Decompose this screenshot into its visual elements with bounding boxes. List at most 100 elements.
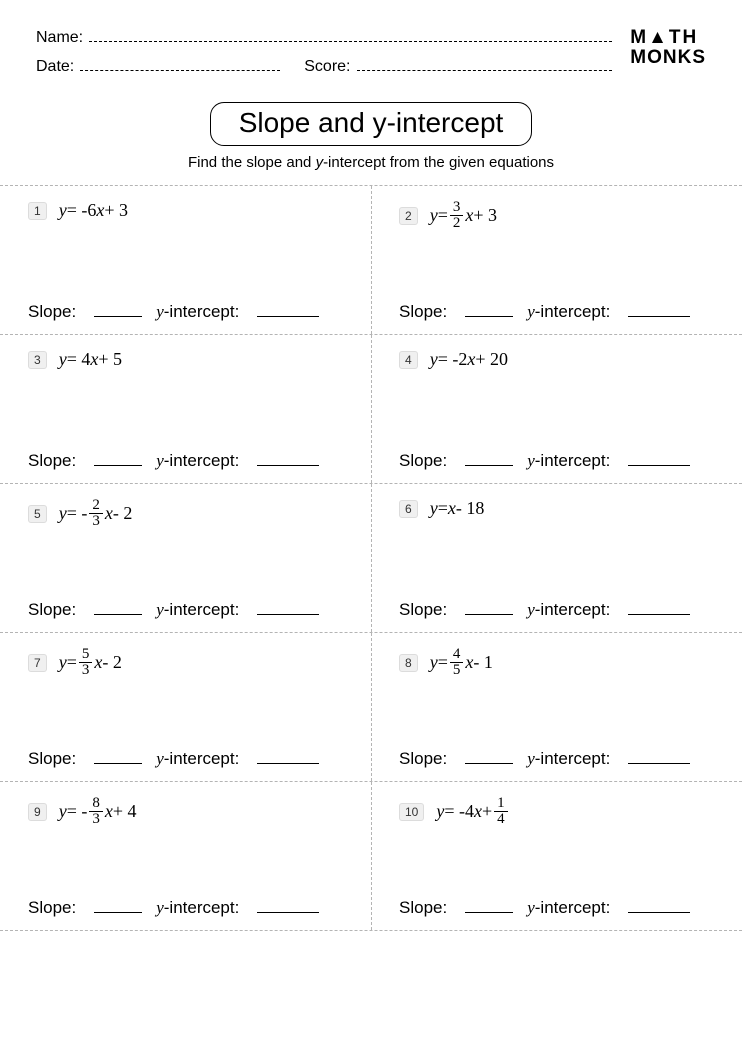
problem-number-badge: 2 <box>399 207 418 225</box>
name-row: Name: <box>36 28 612 47</box>
yintercept-blank[interactable] <box>257 750 319 764</box>
problem-cell: 7y = 53x - 2Slope:y-intercept: <box>0 633 371 781</box>
instructions-y: y <box>316 154 324 171</box>
problem-number-badge: 5 <box>28 505 47 523</box>
yintercept-label: y-intercept: <box>527 451 610 471</box>
equation-line: 10 y = -4x + 14 <box>399 796 720 827</box>
column-divider <box>371 186 372 334</box>
slope-blank[interactable] <box>94 601 142 615</box>
yintercept-blank[interactable] <box>628 452 690 466</box>
yintercept-label: y-intercept: <box>527 600 610 620</box>
slope-blank[interactable] <box>465 750 513 764</box>
date-blank[interactable] <box>80 57 280 71</box>
equation: y = - 23x - 2 <box>59 498 133 529</box>
equation-line: 4y = -2x + 20 <box>399 349 720 370</box>
name-blank[interactable] <box>89 28 612 42</box>
equation: y = 45x - 1 <box>430 647 493 678</box>
answer-line: Slope:y-intercept: <box>399 898 720 918</box>
instructions: Find the slope and y-intercept from the … <box>0 154 742 171</box>
answer-line: Slope: y-intercept: <box>399 600 720 620</box>
equation-line: 3 y = 4x + 5 <box>28 349 349 370</box>
problem-cell: 9y = - 83x + 4Slope:y-intercept: <box>0 782 371 930</box>
yintercept-label: y-intercept: <box>527 749 610 769</box>
problem-number-badge: 3 <box>28 351 47 369</box>
slope-blank[interactable] <box>465 601 513 615</box>
logo: M▲TH MONKS <box>630 28 706 68</box>
equation-line: 6 y = x - 18 <box>399 498 720 519</box>
problem-row: 3y = 4x + 5Slope:y-intercept:4y = -2x + … <box>0 335 742 483</box>
problem-number-badge: 4 <box>399 351 418 369</box>
slope-blank[interactable] <box>94 303 142 317</box>
date-label: Date: <box>36 58 74 76</box>
problem-cell: 4y = -2x + 20 Slope: y-intercept: <box>371 335 742 483</box>
slope-label: Slope: <box>399 302 447 322</box>
slope-blank[interactable] <box>465 303 513 317</box>
worksheet-page: Name: Date: Score: M▲TH MONKS Slope and … <box>0 0 742 931</box>
yintercept-blank[interactable] <box>257 303 319 317</box>
score-blank[interactable] <box>357 57 613 71</box>
yintercept-blank[interactable] <box>628 899 690 913</box>
problem-row: 9y = - 83x + 4Slope:y-intercept:10y = -4… <box>0 782 742 930</box>
slope-blank[interactable] <box>94 452 142 466</box>
logo-line-1: M▲TH <box>630 28 706 48</box>
equation: y = x - 18 <box>430 498 485 519</box>
problem-number-badge: 9 <box>28 803 47 821</box>
slope-blank[interactable] <box>465 899 513 913</box>
yintercept-blank[interactable] <box>628 601 690 615</box>
yintercept-blank[interactable] <box>257 601 319 615</box>
header-fields: Name: Date: Score: <box>36 28 612 86</box>
problem-cell: 6 y = x - 18 Slope: y-intercept: <box>371 484 742 632</box>
answer-line: Slope:y-intercept: <box>28 600 349 620</box>
problem-row: 5y = - 23x - 2Slope:y-intercept:6y = x -… <box>0 484 742 632</box>
problem-number-badge: 1 <box>28 202 47 220</box>
problem-row: 1y = -6x + 3Slope:y-intercept: 2 y = 32x +… <box>0 186 742 334</box>
instructions-post: -intercept from the given equations <box>323 154 554 171</box>
logo-line-2: MONKS <box>630 48 706 68</box>
slope-label: Slope: <box>28 898 76 918</box>
equation: y = 32x + 3 <box>430 200 497 231</box>
slope-label: Slope: <box>399 600 447 620</box>
answer-line: Slope:y-intercept: <box>28 749 349 769</box>
yintercept-blank[interactable] <box>628 750 690 764</box>
slope-label: Slope: <box>28 600 76 620</box>
equation-line: 8 y = 45x - 1 <box>399 647 720 678</box>
answer-line: Slope:y-intercept: <box>28 451 349 471</box>
slope-blank[interactable] <box>94 750 142 764</box>
answer-line: Slope:y-intercept: <box>28 302 349 322</box>
name-label: Name: <box>36 29 83 47</box>
header: Name: Date: Score: M▲TH MONKS <box>0 28 742 96</box>
slope-blank[interactable] <box>94 899 142 913</box>
slope-label: Slope: <box>399 451 447 471</box>
problem-number-badge: 6 <box>399 500 418 518</box>
problem-number-badge: 8 <box>399 654 418 672</box>
column-divider <box>371 335 372 483</box>
problem-cell: 10 y = -4x + 14 Slope:y-intercept: <box>371 782 742 930</box>
problem-number-badge: 7 <box>28 654 47 672</box>
column-divider <box>371 633 372 781</box>
column-divider <box>371 484 372 632</box>
yintercept-blank[interactable] <box>257 452 319 466</box>
row-divider <box>0 930 742 931</box>
equation: y = 4x + 5 <box>59 349 122 370</box>
score-label: Score: <box>304 58 350 76</box>
slope-blank[interactable] <box>465 452 513 466</box>
equation: y = -4x + 14 <box>436 796 509 827</box>
problem-cell: 1y = -6x + 3Slope:y-intercept: <box>0 186 371 334</box>
problem-number-badge: 10 <box>399 803 424 821</box>
slope-label: Slope: <box>28 451 76 471</box>
slope-label: Slope: <box>399 898 447 918</box>
equation-line: 5 y = - 23x - 2 <box>28 498 349 529</box>
yintercept-blank[interactable] <box>257 899 319 913</box>
slope-label: Slope: <box>28 302 76 322</box>
title-container: Slope and y-intercept <box>0 102 742 146</box>
worksheet-title: Slope and y-intercept <box>210 102 533 146</box>
yintercept-blank[interactable] <box>628 303 690 317</box>
equation-line: 2 y = 32x + 3 <box>399 200 720 231</box>
answer-line: Slope:y-intercept: <box>399 749 720 769</box>
problem-cell: 5 y = - 23x - 2 Slope:y-intercept: <box>0 484 371 632</box>
yintercept-label: y-intercept: <box>156 898 239 918</box>
date-score-row: Date: Score: <box>36 57 612 76</box>
answer-line: Slope: y-intercept: <box>399 451 720 471</box>
problem-row: 7y = 53x - 2Slope:y-intercept: 8 y = 45x -… <box>0 633 742 781</box>
yintercept-label: y-intercept: <box>527 302 610 322</box>
